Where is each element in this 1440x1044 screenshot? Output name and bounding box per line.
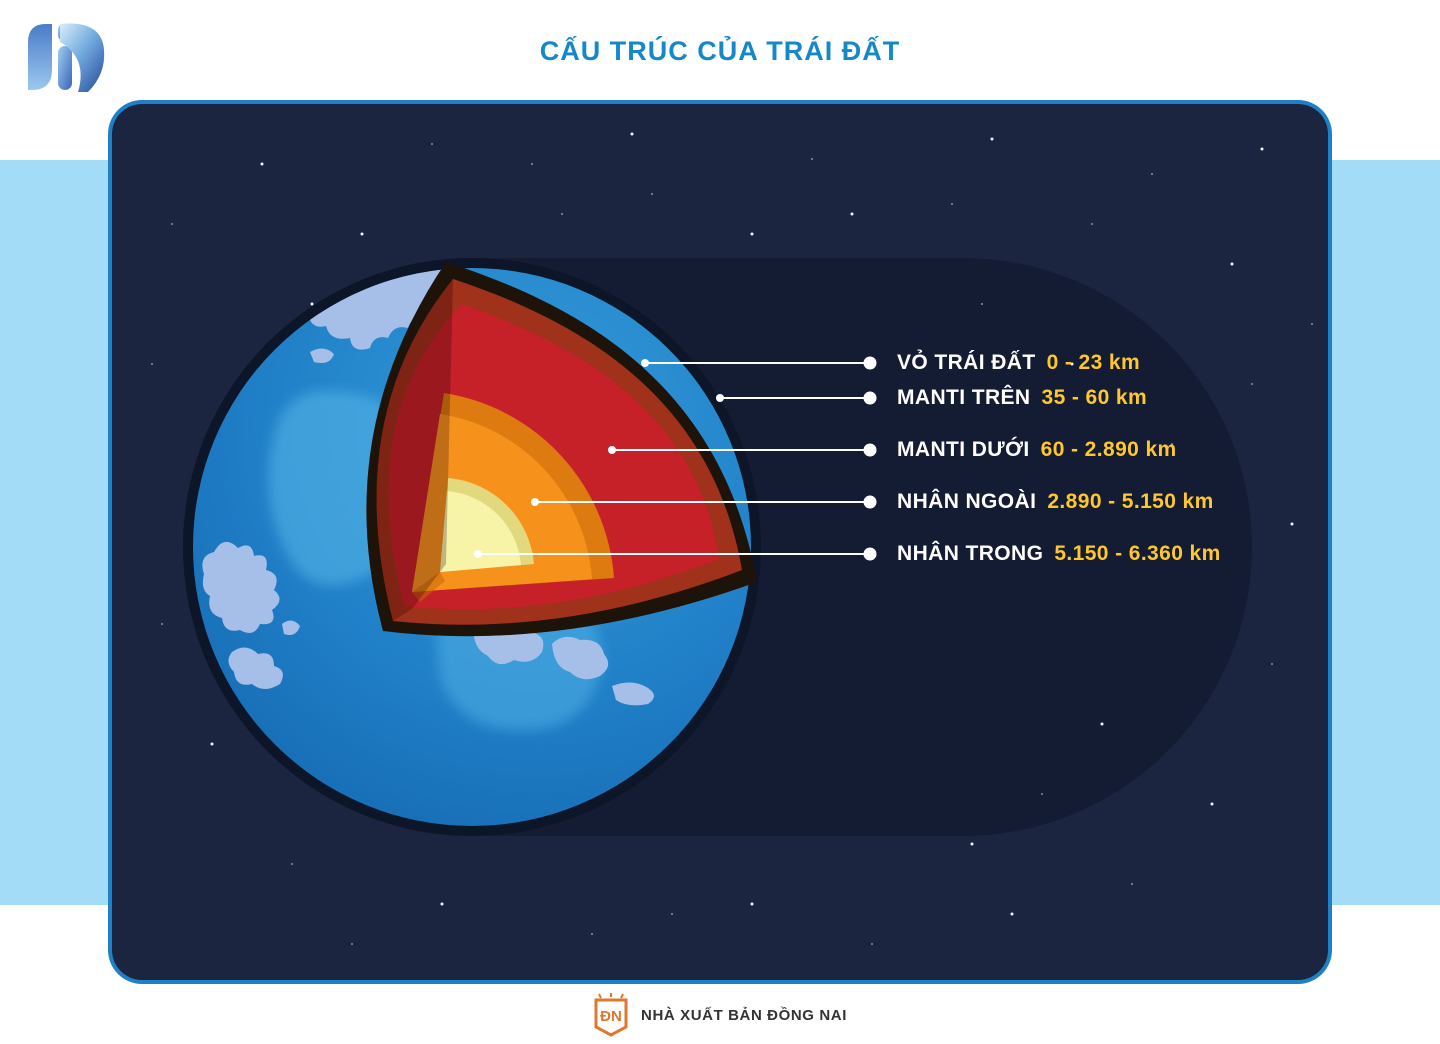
footer: ĐN NHÀ XUẤT BẢN ĐỒNG NAI [0, 992, 1440, 1038]
layer-row-crust: VỎ TRÁI ĐẤT 0 - 23 km [897, 349, 1140, 377]
layer-legend: VỎ TRÁI ĐẤT 0 - 23 km MANTI TRÊN 35 - 60… [112, 104, 1328, 980]
layer-row-outer-core: NHÂN NGOÀI 2.890 - 5.150 km [897, 488, 1214, 516]
layer-row-upper-mantle: MANTI TRÊN 35 - 60 km [897, 384, 1147, 412]
layer-depth-range: 35 - 60 km [1041, 386, 1148, 409]
earth-cutaway-illustration [151, 132, 1313, 945]
layer-depth-range: 60 - 2.890 km [1040, 438, 1177, 461]
star-field [151, 132, 1313, 945]
layer-depth-range: 2.890 - 5.150 km [1047, 490, 1214, 513]
layer-label: NHÂN NGOÀI [897, 490, 1037, 513]
diagram-panel: VỎ TRÁI ĐẤT 0 - 23 km MANTI TRÊN 35 - 60… [112, 104, 1328, 980]
leader-lines [477, 362, 871, 555]
publisher-logo-icon: ĐN [594, 993, 628, 1037]
cutaway-wedge [366, 262, 757, 637]
page-title: CẤU TRÚC CỦA TRÁI ĐẤT [539, 36, 901, 66]
layer-depth-range: 5.150 - 6.360 km [1054, 542, 1221, 565]
inner-core-face [440, 491, 521, 572]
cut-face-shading [376, 279, 453, 621]
svg-text:ĐN: ĐN [600, 1008, 622, 1025]
layer-label: VỎ TRÁI ĐẤT [897, 351, 1036, 374]
layer-row-lower-mantle: MANTI DƯỚI 60 - 2.890 km [897, 436, 1177, 464]
layer-depth-range: 0 - 23 km [1046, 351, 1141, 374]
layer-label: NHÂN TRONG [897, 542, 1044, 565]
layer-row-inner-core: NHÂN TRONG 5.150 - 6.360 km [897, 540, 1221, 568]
core-fold-edge [412, 572, 445, 602]
brand-logo-icon [28, 23, 105, 92]
publisher-name: NHÀ XUẤT BẢN ĐỒNG NAI [641, 1006, 847, 1024]
leader-dots [474, 356, 877, 561]
layer-label: MANTI DƯỚI [897, 438, 1030, 461]
layer-label: MANTI TRÊN [897, 386, 1031, 409]
